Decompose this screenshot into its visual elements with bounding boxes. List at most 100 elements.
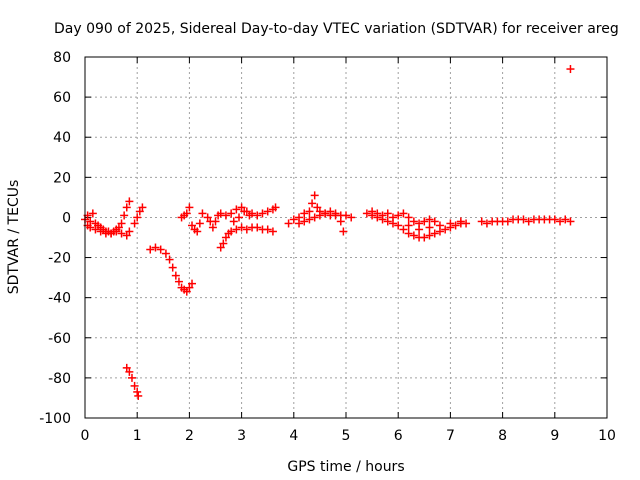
data-point: [168, 263, 177, 272]
data-point: [107, 229, 116, 238]
data-point: [114, 223, 123, 232]
data-point: [399, 225, 408, 234]
data-point: [237, 223, 246, 232]
data-point: [373, 209, 382, 218]
data-point: [409, 217, 418, 226]
data-point: [383, 209, 392, 218]
data-point: [425, 215, 434, 224]
grid-lines: [85, 57, 607, 418]
data-point: [305, 215, 314, 224]
data-point: [219, 239, 228, 248]
data-point: [295, 219, 304, 228]
y-tick-label: -100: [39, 411, 71, 427]
data-point: [378, 211, 387, 220]
data-point: [112, 227, 121, 236]
data-point: [216, 209, 225, 218]
data-point: [451, 221, 460, 230]
data-point: [221, 211, 230, 220]
data-point: [96, 227, 105, 236]
y-tick-label: 20: [53, 170, 71, 186]
data-point: [125, 227, 134, 236]
data-point: [88, 209, 97, 218]
x-tick-label: 9: [550, 428, 559, 444]
data-point: [347, 213, 356, 222]
data-point: [362, 209, 371, 218]
x-tick-label: 8: [498, 428, 507, 444]
data-point: [138, 203, 147, 212]
data-point: [127, 373, 136, 382]
data-point: [561, 215, 570, 224]
data-point: [462, 219, 471, 228]
data-point: [198, 209, 207, 218]
data-point: [188, 279, 197, 288]
data-point: [271, 203, 280, 212]
x-tick-label: 7: [446, 428, 455, 444]
data-point: [117, 229, 126, 238]
y-tick-label: 0: [62, 210, 71, 226]
x-tick-label: 6: [394, 428, 403, 444]
data-point: [182, 287, 191, 296]
data-point: [336, 217, 345, 226]
y-tick-label: -40: [48, 291, 71, 307]
data-point: [289, 215, 298, 224]
data-point: [117, 219, 126, 228]
data-point: [310, 213, 319, 222]
data-point: [156, 245, 165, 254]
data-point: [446, 219, 455, 228]
data-point: [394, 221, 403, 230]
data-point: [300, 209, 309, 218]
data-point: [399, 209, 408, 218]
data-point: [394, 211, 403, 220]
data-point: [229, 217, 238, 226]
data-point: [566, 217, 575, 226]
data-point: [404, 229, 413, 238]
data-point: [284, 219, 293, 228]
data-point: [263, 225, 272, 234]
data-point: [232, 205, 241, 214]
data-point: [415, 225, 424, 234]
data-point: [420, 217, 429, 226]
x-tick-label: 4: [289, 428, 298, 444]
data-point: [232, 225, 241, 234]
data-point: [308, 199, 317, 208]
data-point: [211, 217, 220, 226]
data-point: [146, 245, 155, 254]
data-point: [130, 381, 139, 390]
data-point: [242, 225, 251, 234]
data-point: [535, 215, 544, 224]
data-point: [227, 209, 236, 218]
x-tick-label: 1: [133, 428, 142, 444]
data-point: [342, 211, 350, 220]
data-point: [331, 211, 340, 220]
x-axis-label: GPS time / hours: [287, 459, 404, 475]
data-point: [188, 221, 197, 230]
data-point: [477, 217, 486, 226]
data-point: [91, 225, 100, 234]
data-point: [245, 211, 254, 220]
data-point: [430, 217, 439, 226]
data-point: [383, 217, 392, 226]
data-point: [237, 203, 246, 212]
data-point: [227, 227, 236, 236]
data-point: [161, 249, 170, 258]
data-point: [326, 207, 335, 216]
data-point: [133, 387, 142, 396]
data-point: [125, 367, 134, 376]
x-tick-label: 0: [81, 428, 90, 444]
data-point: [368, 207, 377, 216]
data-point: [263, 207, 272, 216]
data-point: [305, 207, 314, 216]
data-point: [185, 203, 194, 212]
data-point: [321, 209, 330, 218]
data-point: [208, 223, 217, 232]
data-point: [193, 227, 202, 236]
data-point: [404, 221, 413, 230]
data-point: [268, 227, 277, 236]
data-point: [556, 217, 565, 226]
chart-title: Day 090 of 2025, Sidereal Day-to-day VTE…: [54, 21, 619, 37]
data-point: [253, 211, 262, 220]
data-point: [122, 231, 131, 240]
plot-frame: [84, 56, 608, 419]
y-axis-label: SDTVAR / TECUs: [6, 180, 22, 295]
